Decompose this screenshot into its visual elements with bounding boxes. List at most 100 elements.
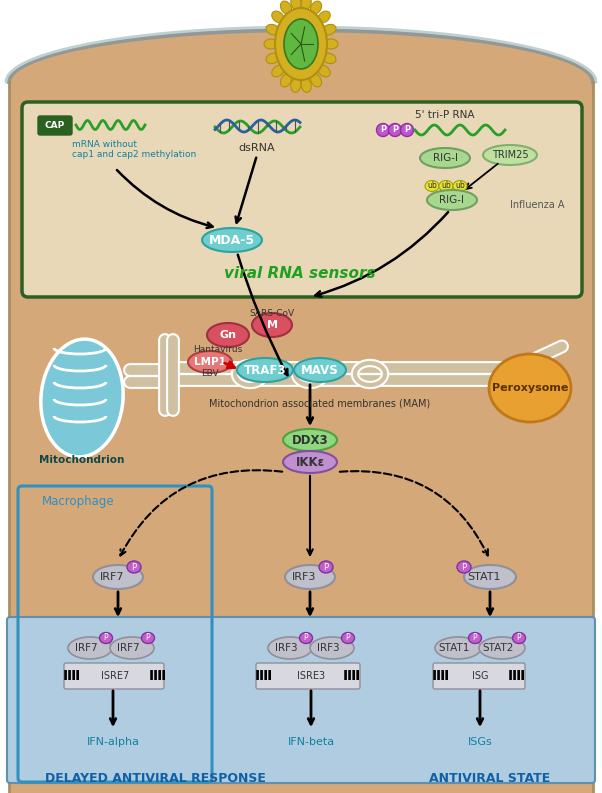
Text: P: P	[323, 562, 329, 572]
Ellipse shape	[468, 633, 482, 643]
Ellipse shape	[323, 25, 336, 35]
Text: dsRNA: dsRNA	[238, 143, 275, 153]
Ellipse shape	[439, 181, 453, 191]
Text: 5' tri-P RNA: 5' tri-P RNA	[415, 110, 474, 120]
Text: DELAYED ANTIVIRAL RESPONSE: DELAYED ANTIVIRAL RESPONSE	[45, 772, 265, 784]
Text: IFN-alpha: IFN-alpha	[87, 737, 140, 747]
Ellipse shape	[453, 181, 467, 191]
Text: ⅡⅡ: ⅡⅡ	[432, 669, 450, 683]
Text: ub: ub	[441, 182, 451, 190]
Text: Mitochondrion associated membranes (MAM): Mitochondrion associated membranes (MAM)	[209, 398, 430, 408]
Ellipse shape	[420, 148, 470, 168]
Text: STAT1: STAT1	[467, 572, 501, 582]
Text: P: P	[380, 125, 386, 135]
Ellipse shape	[284, 19, 318, 69]
Ellipse shape	[99, 633, 113, 643]
Text: LMP1: LMP1	[194, 357, 226, 367]
Ellipse shape	[425, 181, 439, 191]
Text: IFN-beta: IFN-beta	[287, 737, 335, 747]
Ellipse shape	[272, 65, 284, 77]
Text: IRF3: IRF3	[292, 572, 316, 582]
Ellipse shape	[319, 561, 333, 573]
Text: P: P	[146, 634, 150, 642]
FancyBboxPatch shape	[64, 663, 164, 689]
Ellipse shape	[294, 358, 346, 382]
Text: TRAF3: TRAF3	[244, 363, 286, 377]
Ellipse shape	[41, 339, 123, 457]
Text: Peroxysome: Peroxysome	[492, 383, 568, 393]
Ellipse shape	[237, 358, 293, 382]
Text: P: P	[346, 634, 350, 642]
Ellipse shape	[268, 637, 312, 659]
Text: ISRE3: ISRE3	[297, 671, 325, 681]
Ellipse shape	[464, 565, 516, 589]
Text: DDX3: DDX3	[292, 434, 328, 446]
Ellipse shape	[68, 637, 112, 659]
Text: Mitochondrion: Mitochondrion	[39, 455, 125, 465]
Text: ⅡⅡ: ⅡⅡ	[343, 669, 361, 683]
Text: IRF7: IRF7	[117, 643, 139, 653]
Ellipse shape	[291, 0, 301, 10]
Ellipse shape	[301, 79, 311, 92]
Ellipse shape	[300, 633, 312, 643]
Text: EBV: EBV	[201, 370, 219, 378]
Ellipse shape	[207, 323, 249, 347]
FancyBboxPatch shape	[38, 116, 72, 135]
FancyBboxPatch shape	[22, 102, 582, 297]
FancyBboxPatch shape	[7, 617, 595, 783]
Ellipse shape	[324, 39, 338, 49]
Ellipse shape	[323, 53, 336, 63]
Text: Gn: Gn	[220, 330, 237, 340]
Text: RIG-I: RIG-I	[439, 195, 465, 205]
Ellipse shape	[483, 145, 537, 165]
Text: Hantavirus: Hantavirus	[193, 346, 243, 354]
Ellipse shape	[301, 0, 311, 10]
Text: P: P	[303, 634, 308, 642]
Text: ISG: ISG	[472, 671, 488, 681]
Text: ISRE7: ISRE7	[101, 671, 129, 681]
Text: P: P	[404, 125, 410, 135]
Text: STAT2: STAT2	[482, 643, 514, 653]
Ellipse shape	[512, 633, 526, 643]
Ellipse shape	[281, 74, 291, 87]
Text: Macrophage: Macrophage	[42, 496, 114, 508]
Ellipse shape	[266, 25, 279, 35]
Text: MAVS: MAVS	[301, 363, 339, 377]
Ellipse shape	[266, 53, 279, 63]
Ellipse shape	[376, 124, 389, 136]
Ellipse shape	[311, 1, 321, 14]
Ellipse shape	[479, 637, 525, 659]
Text: SARS-CoV: SARS-CoV	[249, 309, 294, 319]
Text: Influenza A: Influenza A	[510, 200, 565, 210]
Text: P: P	[104, 634, 108, 642]
Ellipse shape	[435, 637, 481, 659]
Ellipse shape	[310, 637, 354, 659]
Text: MDA-5: MDA-5	[209, 233, 255, 247]
Ellipse shape	[252, 313, 292, 337]
Text: M: M	[267, 320, 278, 330]
Text: mRNA without
cap1 and cap2 methylation: mRNA without cap1 and cap2 methylation	[72, 140, 196, 159]
Ellipse shape	[400, 124, 414, 136]
Text: ⅡⅡ: ⅡⅡ	[255, 669, 273, 683]
Ellipse shape	[93, 565, 143, 589]
FancyBboxPatch shape	[433, 663, 525, 689]
Ellipse shape	[281, 1, 291, 14]
Text: ub: ub	[455, 182, 465, 190]
Text: ANTIVIRAL STATE: ANTIVIRAL STATE	[429, 772, 551, 784]
Ellipse shape	[285, 565, 335, 589]
Ellipse shape	[388, 124, 402, 136]
Ellipse shape	[311, 74, 321, 87]
Text: viral RNA sensors: viral RNA sensors	[224, 266, 376, 281]
Text: TRIM25: TRIM25	[492, 150, 529, 160]
Polygon shape	[9, 30, 593, 793]
Ellipse shape	[283, 429, 337, 451]
Text: P: P	[131, 562, 137, 572]
Ellipse shape	[341, 633, 355, 643]
Ellipse shape	[141, 633, 155, 643]
Text: STAT1: STAT1	[438, 643, 470, 653]
Text: IRF3: IRF3	[275, 643, 297, 653]
Ellipse shape	[272, 11, 284, 23]
Text: ISGs: ISGs	[468, 737, 492, 747]
Text: ⅡⅡ: ⅡⅡ	[149, 669, 167, 683]
Text: ub: ub	[427, 182, 437, 190]
